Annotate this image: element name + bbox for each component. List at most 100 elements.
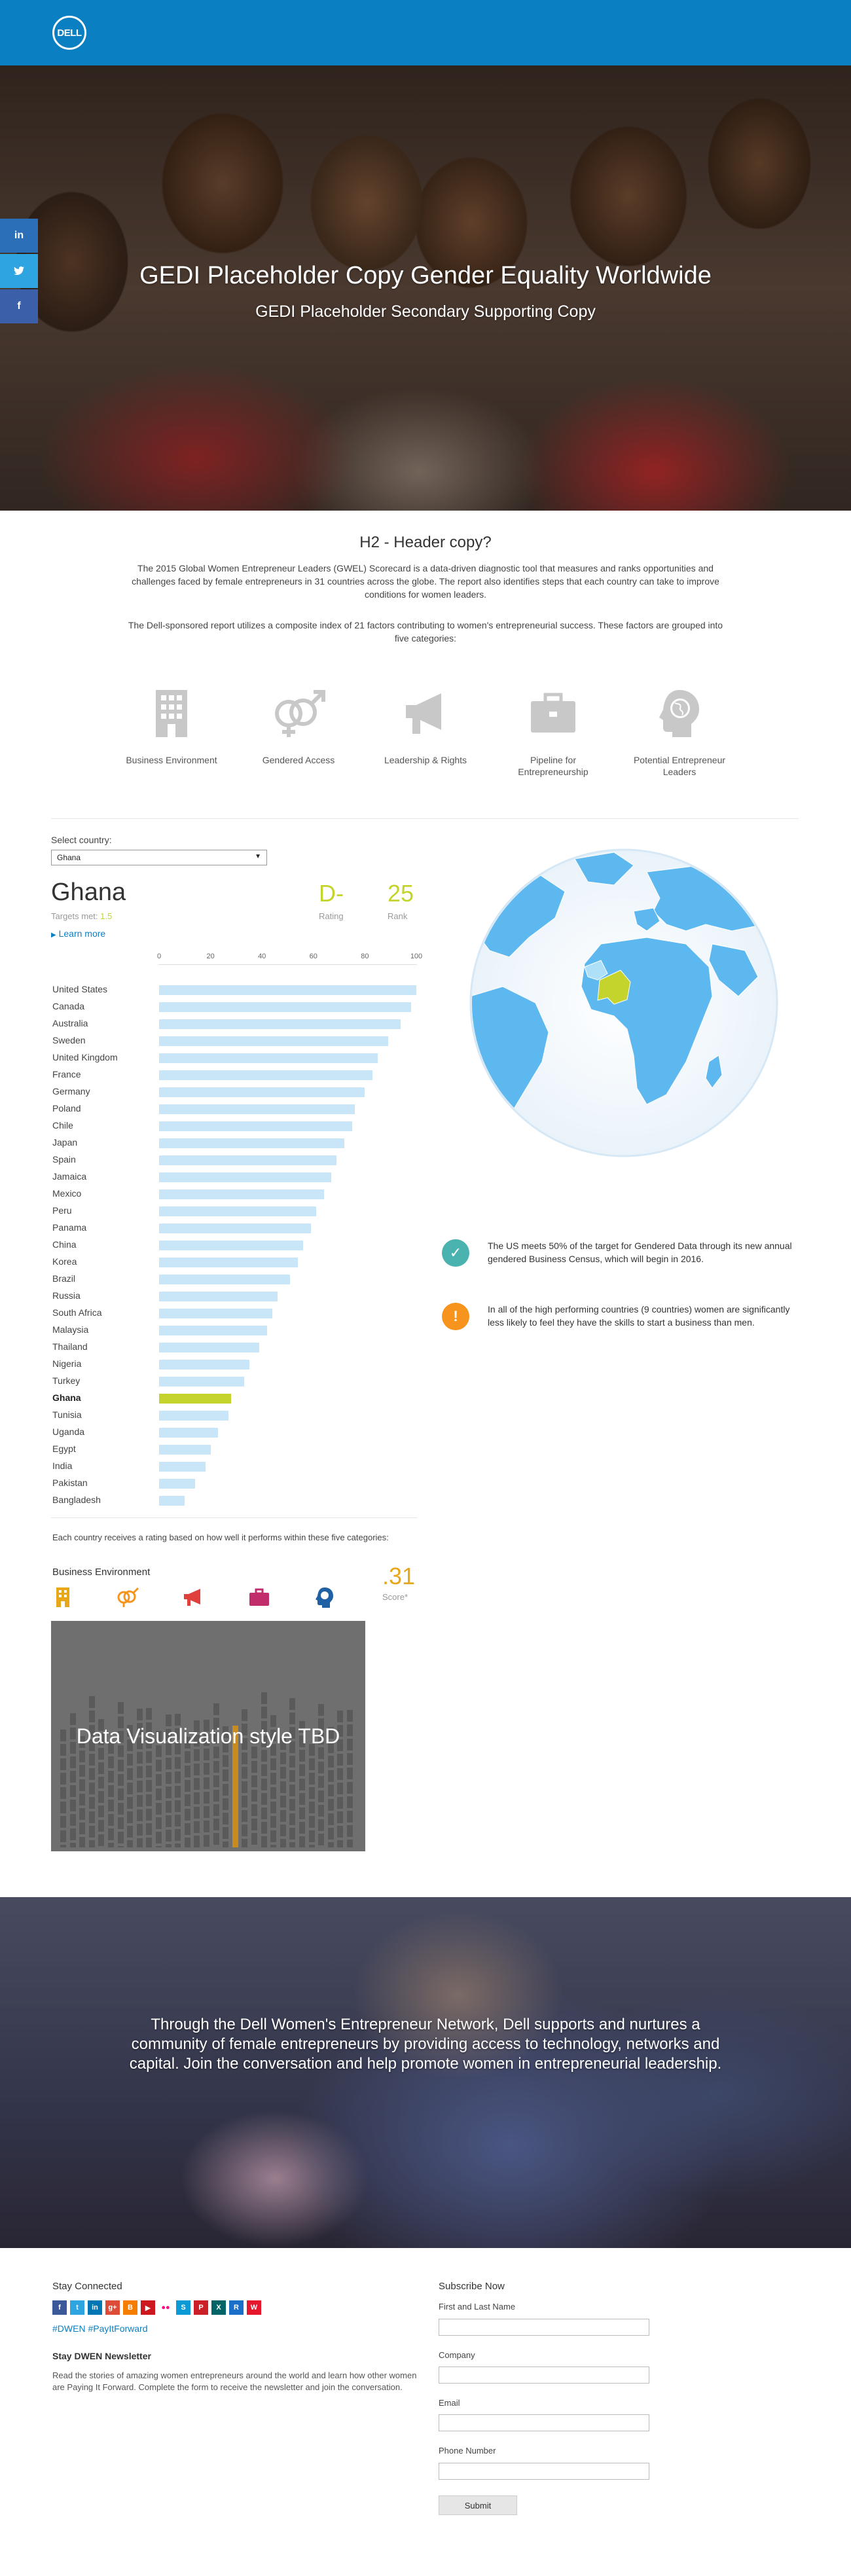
country-label[interactable]: Ghana — [52, 1392, 81, 1403]
country-label[interactable]: Spain — [52, 1154, 76, 1165]
country-label[interactable]: Russia — [52, 1290, 81, 1301]
country-bar[interactable] — [159, 1002, 412, 1012]
name-input[interactable] — [439, 2319, 649, 2336]
country-label[interactable]: France — [52, 1069, 81, 1079]
country-bar[interactable] — [159, 1019, 401, 1029]
category-pipeline[interactable]: Pipeline for Entrepreneurship — [494, 687, 612, 778]
country-label[interactable]: Uganda — [52, 1426, 85, 1437]
country-bar[interactable] — [159, 1258, 299, 1267]
slideshare-icon[interactable]: S — [176, 2300, 190, 2315]
country-bar[interactable] — [159, 1036, 388, 1046]
country-bar[interactable] — [159, 1070, 373, 1080]
country-bar[interactable] — [159, 1138, 344, 1148]
country-label[interactable]: Tunisia — [52, 1409, 82, 1420]
phone-input[interactable] — [439, 2463, 649, 2480]
country-bar[interactable] — [159, 1360, 249, 1370]
country-bar[interactable] — [159, 1445, 211, 1455]
country-label[interactable]: Australia — [52, 1018, 88, 1028]
country-bar[interactable] — [159, 985, 416, 995]
category-business-environment[interactable]: Business Environment — [113, 687, 230, 766]
twitter-icon[interactable]: t — [70, 2300, 84, 2315]
gender-tab-icon[interactable] — [115, 1584, 141, 1610]
country-bar[interactable] — [159, 1462, 206, 1472]
pinterest-icon[interactable]: P — [194, 2300, 208, 2315]
country-label[interactable]: Canada — [52, 1001, 85, 1011]
googleplus-icon[interactable]: g+ — [105, 2300, 120, 2315]
country-label[interactable]: Japan — [52, 1137, 78, 1148]
world-map-globe[interactable] — [450, 846, 804, 1160]
country-bar[interactable] — [159, 1326, 268, 1335]
company-input[interactable] — [439, 2367, 649, 2384]
email-input[interactable] — [439, 2414, 649, 2431]
flickr-icon[interactable]: ●● — [158, 2300, 173, 2315]
category-gendered-access[interactable]: Gendered Access — [240, 687, 357, 766]
briefcase-tab-icon[interactable] — [246, 1584, 272, 1610]
renren-icon[interactable]: R — [229, 2300, 244, 2315]
country-label[interactable]: Egypt — [52, 1443, 76, 1454]
country-bar[interactable] — [159, 1275, 291, 1284]
hashtag-link[interactable]: #DWEN #PayItForward — [52, 2323, 148, 2334]
country-select[interactable]: Ghana ▼ — [51, 850, 267, 865]
country-bar[interactable] — [159, 1189, 324, 1199]
head-globe-tab-icon[interactable] — [312, 1584, 338, 1610]
blogger-icon[interactable]: B — [123, 2300, 137, 2315]
country-label[interactable]: Germany — [52, 1086, 90, 1097]
category-potential-leaders[interactable]: Potential Entrepreneur Leaders — [621, 687, 738, 778]
rank-label: Rank — [388, 911, 408, 921]
country-bar[interactable] — [159, 1479, 196, 1489]
submit-button[interactable]: Submit — [439, 2495, 517, 2515]
country-label[interactable]: Pakistan — [52, 1478, 88, 1488]
facebook-icon[interactable]: f — [52, 2300, 67, 2315]
country-label[interactable]: Malaysia — [52, 1324, 89, 1335]
country-bar[interactable] — [159, 1087, 365, 1097]
country-label[interactable]: India — [52, 1460, 73, 1471]
country-label[interactable]: United States — [52, 984, 108, 994]
country-label[interactable]: Thailand — [52, 1341, 88, 1352]
building-tab-icon[interactable] — [50, 1584, 76, 1610]
country-bar[interactable] — [159, 1224, 311, 1233]
country-label[interactable]: Turkey — [52, 1375, 81, 1386]
country-label[interactable]: South Africa — [52, 1307, 102, 1318]
country-bar[interactable] — [159, 1394, 232, 1404]
country-label[interactable]: Peru — [52, 1205, 72, 1216]
country-bar[interactable] — [159, 1206, 316, 1216]
xing-icon[interactable]: X — [211, 2300, 226, 2315]
learn-more-link[interactable]: ▶ Learn more — [51, 928, 105, 939]
dell-logo[interactable]: DELL — [52, 16, 86, 50]
country-bar[interactable] — [159, 1411, 229, 1421]
country-label[interactable]: Panama — [52, 1222, 87, 1233]
country-bar[interactable] — [159, 1377, 244, 1387]
country-label[interactable]: United Kingdom — [52, 1052, 118, 1062]
country-bar[interactable] — [159, 1053, 378, 1063]
country-label[interactable]: Sweden — [52, 1035, 86, 1045]
country-label[interactable]: China — [52, 1239, 77, 1250]
country-bar[interactable] — [159, 1172, 332, 1182]
twitter-share-icon[interactable] — [0, 254, 38, 288]
megaphone-tab-icon[interactable] — [180, 1584, 206, 1610]
linkedin-share-icon[interactable]: in — [0, 219, 38, 253]
country-bar[interactable] — [159, 1155, 337, 1165]
country-label[interactable]: Korea — [52, 1256, 77, 1267]
country-bar[interactable] — [159, 1121, 352, 1131]
country-label[interactable]: Poland — [52, 1103, 81, 1114]
linkedin-icon[interactable]: in — [88, 2300, 102, 2315]
category-leadership-rights[interactable]: Leadership & Rights — [367, 687, 484, 766]
country-label[interactable]: Brazil — [52, 1273, 76, 1284]
country-bar[interactable] — [159, 1496, 185, 1506]
chart-axis-line — [158, 964, 417, 965]
country-bar[interactable] — [159, 1241, 304, 1250]
country-label[interactable]: Jamaica — [52, 1171, 87, 1182]
country-bar[interactable] — [159, 1428, 219, 1438]
country-label[interactable]: Nigeria — [52, 1358, 82, 1369]
country-label[interactable]: Bangladesh — [52, 1495, 101, 1505]
country-bar[interactable] — [159, 1104, 355, 1114]
country-label[interactable]: Chile — [52, 1120, 73, 1131]
placeholder-column — [156, 1731, 162, 1847]
weibo-icon[interactable]: W — [247, 2300, 261, 2315]
country-bar[interactable] — [159, 1292, 278, 1301]
country-bar[interactable] — [159, 1343, 260, 1352]
country-label[interactable]: Mexico — [52, 1188, 82, 1199]
youtube-icon[interactable]: ▶ — [141, 2300, 155, 2315]
facebook-share-icon[interactable]: f — [0, 289, 38, 323]
country-bar[interactable] — [159, 1309, 272, 1318]
